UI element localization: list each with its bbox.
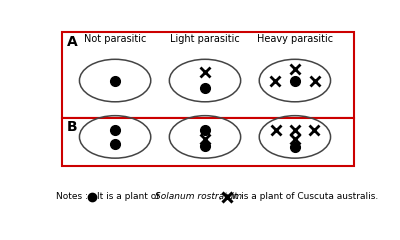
Text: B: B	[67, 120, 78, 134]
Text: Light parasitic: Light parasitic	[170, 34, 240, 44]
Text: Not parasitic: Not parasitic	[84, 34, 146, 44]
Bar	[62, 32, 354, 118]
Text: Solanum rostratum: Solanum rostratum	[155, 192, 242, 201]
Text: it is a plant of Cuscuta australis.: it is a plant of Cuscuta australis.	[232, 192, 378, 201]
Text: Notes :: Notes :	[56, 192, 91, 201]
Text: Heavy parasitic: Heavy parasitic	[257, 34, 333, 44]
Text: It is a plant of: It is a plant of	[97, 192, 162, 201]
Text: ,: ,	[219, 192, 221, 201]
Text: A: A	[67, 35, 78, 49]
Bar	[62, 118, 354, 167]
